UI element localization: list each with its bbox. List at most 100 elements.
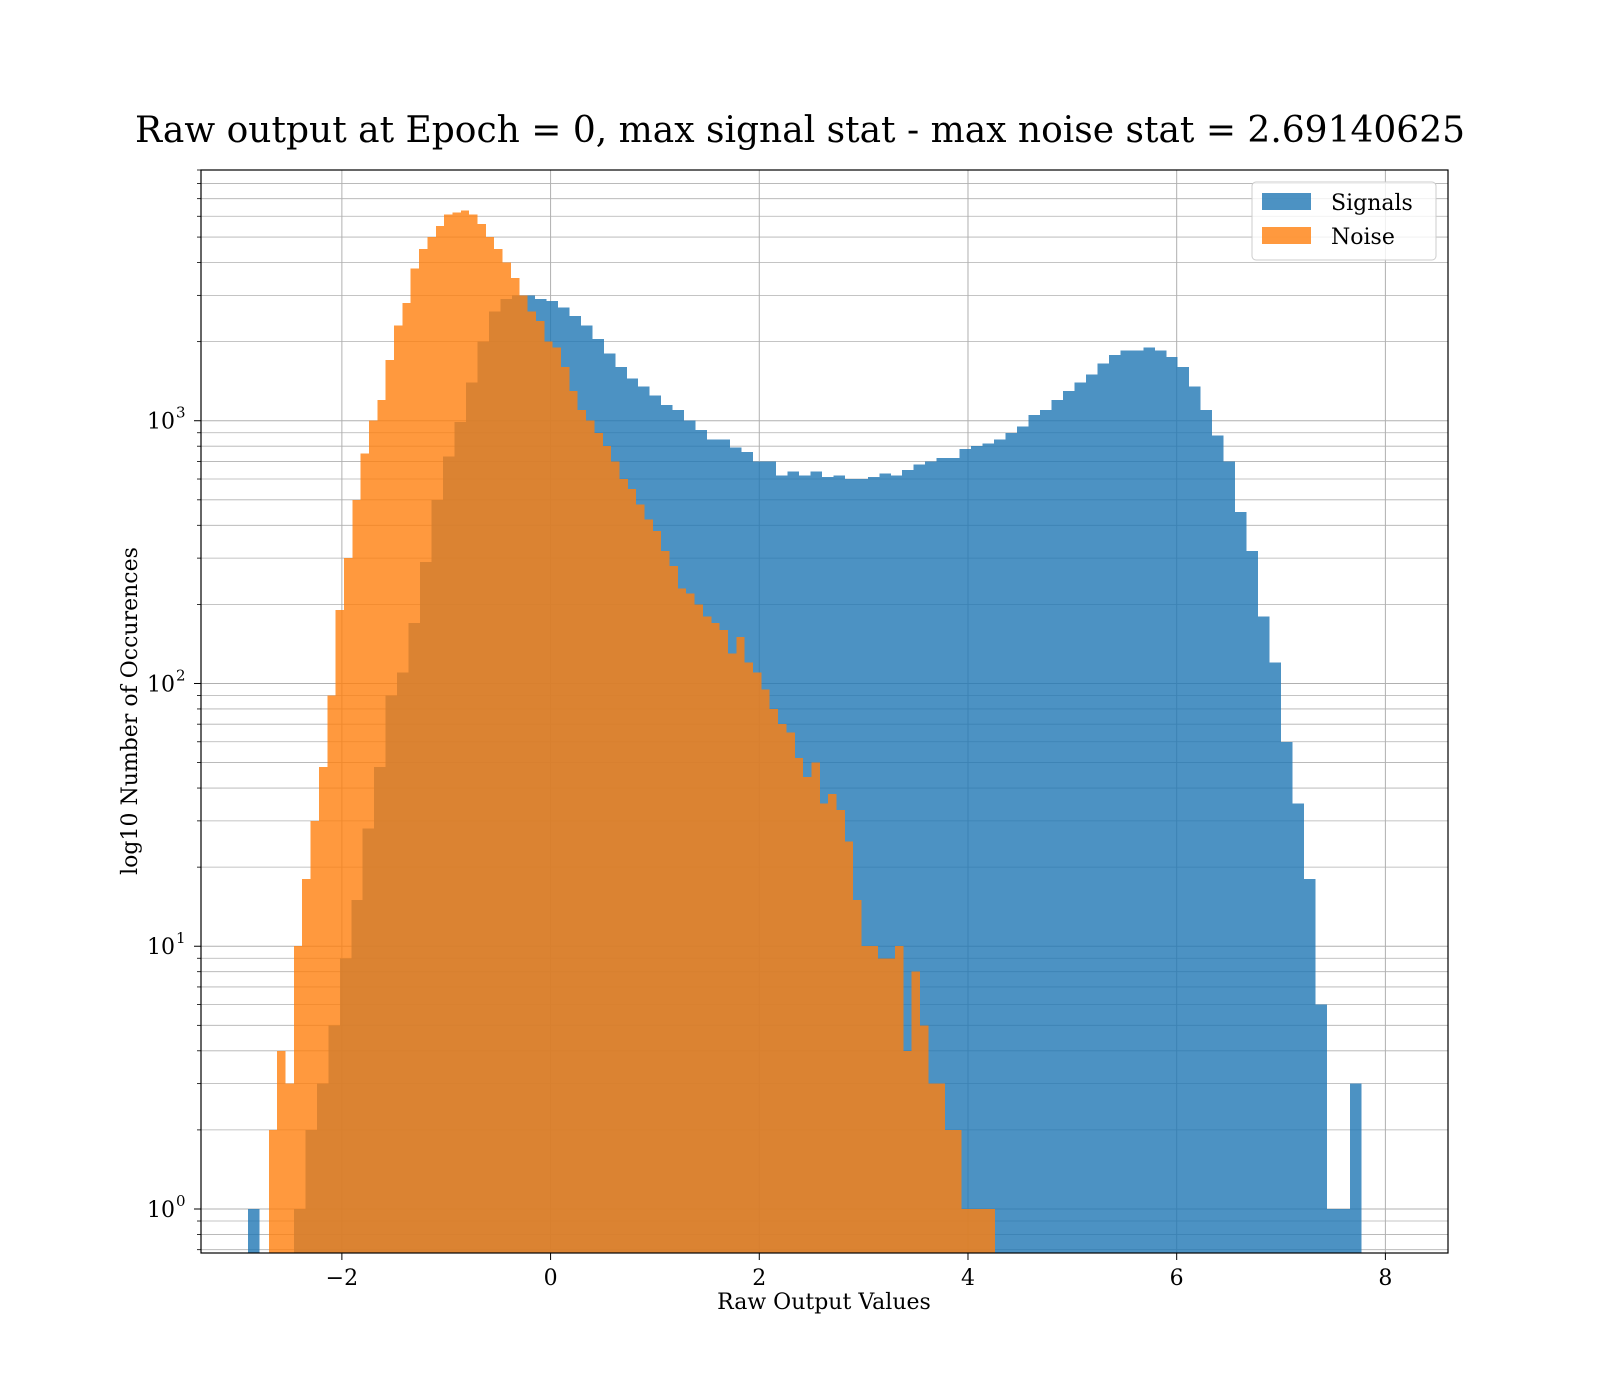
noise-bar-31 — [527, 311, 536, 1254]
legend-label-noise: Noise — [1331, 225, 1395, 250]
noise-bar-36 — [569, 390, 578, 1253]
noise-bar-51 — [694, 604, 703, 1253]
signals-bar-89 — [1269, 662, 1282, 1253]
noise-bar-29 — [510, 277, 520, 1253]
x-tick-label-4: 6 — [1170, 1266, 1184, 1291]
noise-bar-50 — [686, 593, 695, 1253]
noise-bar-57 — [744, 662, 754, 1253]
noise-bar-68 — [836, 809, 845, 1253]
noise-bar-32 — [535, 320, 545, 1253]
noise-bar-4 — [302, 879, 311, 1253]
noise-bar-84 — [970, 1208, 979, 1253]
noise-bar-65 — [811, 762, 820, 1253]
noise-bar-56 — [736, 637, 745, 1253]
noise-bar-76 — [903, 1050, 912, 1253]
noise-bar-15 — [394, 325, 403, 1253]
signals-bar-91 — [1292, 803, 1304, 1253]
signals-bar-75 — [1108, 354, 1121, 1253]
noise-bar-38 — [586, 420, 595, 1253]
signals-bar-72 — [1074, 382, 1086, 1253]
noise-bar-35 — [561, 367, 570, 1254]
signals-bar-93 — [1315, 1004, 1327, 1253]
noise-bar-1 — [277, 1050, 286, 1253]
noise-bar-30 — [519, 295, 528, 1253]
x-tick-label-3: 4 — [961, 1266, 975, 1291]
signals-bar-83 — [1200, 409, 1213, 1253]
noise-bar-8 — [335, 610, 344, 1253]
noise-bar-83 — [961, 1208, 971, 1253]
signals-bar-58 — [913, 464, 926, 1253]
noise-bar-70 — [853, 899, 862, 1253]
noise-bar-39 — [594, 432, 603, 1253]
noise-bar-7 — [327, 695, 336, 1253]
noise-bar-73 — [878, 958, 887, 1253]
noise-bar-26 — [485, 237, 495, 1254]
noise-bar-52 — [702, 616, 712, 1253]
noise-bar-67 — [828, 793, 837, 1253]
signals-bar-78 — [1143, 347, 1155, 1254]
signals-bar-85 — [1223, 461, 1236, 1253]
noise-bar-37 — [577, 409, 587, 1253]
signals-bar-0 — [247, 1208, 260, 1253]
signals-bar-63 — [971, 446, 983, 1253]
noise-bar-10 — [352, 499, 361, 1253]
noise-bar-6 — [318, 767, 328, 1253]
noise-bar-85 — [978, 1208, 987, 1253]
noise-bar-49 — [677, 588, 687, 1253]
signals-bar-67 — [1017, 426, 1029, 1254]
signals-bar-80 — [1166, 356, 1178, 1253]
signals-bar-65 — [994, 439, 1006, 1253]
y-axis-label: log10 Number of Occurences — [118, 547, 143, 875]
signals-bar-86 — [1235, 511, 1247, 1253]
signals-bar-94 — [1326, 1208, 1339, 1253]
noise-bar-77 — [911, 971, 920, 1253]
y-tick-exponent-0: 0 — [176, 1192, 186, 1210]
noise-bar-80 — [936, 1083, 946, 1253]
noise-bar-59 — [761, 689, 770, 1253]
signals-bar-76 — [1120, 350, 1132, 1253]
x-tick-label-1: 0 — [544, 1266, 558, 1291]
noise-bar-22 — [452, 212, 461, 1254]
signals-bar-55 — [879, 473, 891, 1253]
noise-bar-75 — [894, 946, 904, 1253]
noise-bar-69 — [844, 841, 854, 1253]
noise-bar-72 — [869, 946, 879, 1253]
signals-bar-69 — [1039, 409, 1052, 1253]
signals-bar-84 — [1212, 435, 1224, 1253]
noise-bar-86 — [986, 1208, 996, 1253]
signals-bar-53 — [856, 479, 868, 1254]
noise-bar-54 — [719, 629, 728, 1253]
x-tick-label-2: 2 — [752, 1266, 766, 1291]
noise-bar-71 — [861, 946, 870, 1253]
noise-bar-55 — [727, 653, 737, 1253]
y-tick-exponent-3: 3 — [176, 404, 186, 422]
signals-bar-54 — [867, 477, 880, 1253]
noise-bar-9 — [343, 558, 353, 1253]
noise-bar-74 — [886, 958, 895, 1253]
noise-bar-41 — [611, 461, 620, 1253]
signals-bar-88 — [1258, 616, 1270, 1253]
y-tick-label-0: 10 — [147, 1198, 175, 1223]
noise-bar-27 — [494, 249, 503, 1254]
noise-bar-20 — [435, 226, 445, 1254]
legend-swatch-noise — [1262, 227, 1311, 244]
signals-bar-74 — [1097, 363, 1109, 1253]
noise-bar-17 — [410, 268, 420, 1254]
noise-bar-12 — [369, 420, 378, 1253]
noise-bar-2 — [285, 1083, 294, 1253]
signals-bar-79 — [1154, 350, 1167, 1253]
noise-bar-53 — [711, 622, 720, 1253]
noise-bar-61 — [778, 724, 787, 1253]
noise-bar-48 — [669, 565, 678, 1253]
noise-bar-24 — [469, 214, 478, 1253]
signals-bar-68 — [1028, 415, 1040, 1253]
noise-bar-34 — [552, 347, 562, 1254]
noise-bar-19 — [427, 237, 436, 1254]
y-tick-exponent-2: 2 — [176, 666, 186, 684]
noise-bar-62 — [786, 732, 795, 1253]
x-axis-ticks: −2 0 2 4 6 8 — [326, 1253, 1392, 1291]
signals-bar-92 — [1303, 879, 1316, 1253]
noise-bar-18 — [419, 249, 428, 1254]
noise-bar-58 — [753, 672, 762, 1253]
